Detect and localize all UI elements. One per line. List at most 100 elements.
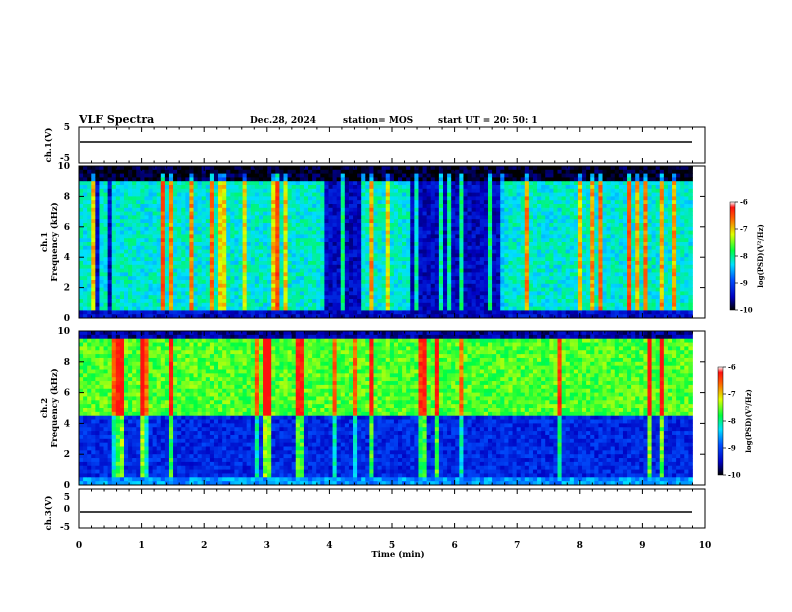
spectrogram-cell <box>508 257 513 262</box>
spectrogram-cell <box>152 310 158 315</box>
spectrogram-cell <box>238 310 243 315</box>
spectrogram-cell <box>520 204 526 209</box>
spectrogram-cell <box>332 200 338 205</box>
spectrogram-cell <box>508 264 513 269</box>
spectrogram-cell <box>95 219 100 224</box>
spectrogram-cell <box>471 291 477 296</box>
spectrogram-cell <box>447 272 452 277</box>
spectrogram-cell <box>332 166 338 171</box>
spectrogram-cell <box>451 314 456 319</box>
spectrogram-cell <box>389 253 395 258</box>
spectrogram-cell <box>418 207 423 212</box>
spectrogram-cell <box>283 181 288 186</box>
spectrogram-cell <box>398 185 403 190</box>
spectrogram-cell <box>279 302 284 307</box>
spectrogram-cell <box>230 219 235 224</box>
spectrogram-cell <box>168 238 174 243</box>
spectrogram-cell <box>426 234 432 239</box>
spectrogram-cell <box>254 276 260 281</box>
spectrogram-cell <box>549 249 554 254</box>
spectrogram-cell <box>234 192 239 197</box>
spectrogram-cell <box>532 226 538 231</box>
spectrogram-cell <box>508 200 513 205</box>
spectrogram-cell <box>258 291 264 296</box>
spectrogram-cell <box>119 253 125 258</box>
spectrogram-cell <box>222 264 227 269</box>
spectrogram-cell <box>369 204 374 209</box>
spectrogram-cell <box>91 302 96 307</box>
spectrogram-cell <box>414 204 419 209</box>
spectrogram-cell <box>128 306 133 311</box>
spectrogram-cell <box>267 185 272 190</box>
spectrogram-cell <box>528 173 534 178</box>
spectrogram-cell <box>422 249 428 254</box>
spectrogram-cell <box>504 261 509 266</box>
spectrogram-cell <box>168 219 174 224</box>
spectrogram-cell <box>410 177 415 182</box>
spectrogram-cell <box>459 287 464 292</box>
spectrogram-cell <box>438 200 444 205</box>
spectrogram-cell <box>344 242 350 247</box>
spectrogram-cell <box>226 314 231 319</box>
spectrogram-cell <box>140 291 145 296</box>
spectrogram-cell <box>406 238 411 243</box>
spectrogram-cell <box>189 223 194 228</box>
spectrogram-cell <box>189 188 194 193</box>
spectrogram-cell <box>263 166 268 171</box>
spectrogram-cell <box>500 314 505 319</box>
spectrogram-cell <box>500 204 505 209</box>
spectrogram-cell <box>328 310 333 315</box>
spectrogram-cell <box>152 226 158 231</box>
spectrogram-cell <box>164 185 170 190</box>
spectrogram-cell <box>569 268 575 273</box>
spectrogram-cell <box>463 188 468 193</box>
spectrogram-cell <box>271 287 276 292</box>
spectrogram-cell <box>275 188 280 193</box>
spectrogram-cell <box>226 272 231 277</box>
spectrogram-cell <box>209 169 215 174</box>
spectrogram-cell <box>565 207 571 212</box>
spectrogram-cell <box>111 207 117 212</box>
spectrogram-cell <box>459 173 464 178</box>
spectrogram-cell <box>418 310 423 315</box>
spectrogram-cell <box>512 283 518 288</box>
spectrogram-cell <box>537 181 542 186</box>
spectrogram-cell <box>344 177 350 182</box>
spectrogram-cell <box>79 188 84 193</box>
spectrogram-cell <box>393 238 399 243</box>
spectrogram-cell <box>173 169 178 174</box>
spectrogram-cell <box>332 291 338 296</box>
spectrogram-cell <box>197 204 203 209</box>
spectrogram-cell <box>447 207 452 212</box>
spectrogram-cell <box>541 253 546 258</box>
spectrogram-cell <box>91 276 96 281</box>
spectrogram-cell <box>377 283 383 288</box>
spectrogram-cell <box>340 299 346 304</box>
spectrogram-cell <box>308 283 313 288</box>
spectrogram-cell <box>463 173 468 178</box>
spectrogram-cell <box>344 207 350 212</box>
spectrogram-cell <box>173 219 178 224</box>
spectrogram-cell <box>385 306 391 311</box>
spectrogram-cell <box>549 177 554 182</box>
spectrogram-cell <box>99 188 104 193</box>
spectrogram-cell <box>181 261 186 266</box>
spectrogram-cell <box>532 283 538 288</box>
spectrogram-cell <box>119 280 125 285</box>
spectrogram-cell <box>561 173 567 178</box>
spectrogram-cell <box>308 276 313 281</box>
spectrogram-cell <box>340 245 346 250</box>
spectrogram-cell <box>320 261 325 266</box>
spectrogram-cell <box>410 310 415 315</box>
spectrogram-cell <box>230 249 235 254</box>
spectrogram-cell <box>545 314 550 319</box>
spectrogram-cell <box>496 207 501 212</box>
spectrogram-cell <box>91 196 96 201</box>
spectrogram-cell <box>287 253 293 258</box>
spectrogram-cell <box>160 283 166 288</box>
spectrogram-cell <box>275 173 280 178</box>
spectrogram-cell <box>406 280 411 285</box>
spectrogram-cell <box>492 295 497 300</box>
spectrogram-cell <box>393 204 399 209</box>
spectrogram-cell <box>418 219 423 224</box>
